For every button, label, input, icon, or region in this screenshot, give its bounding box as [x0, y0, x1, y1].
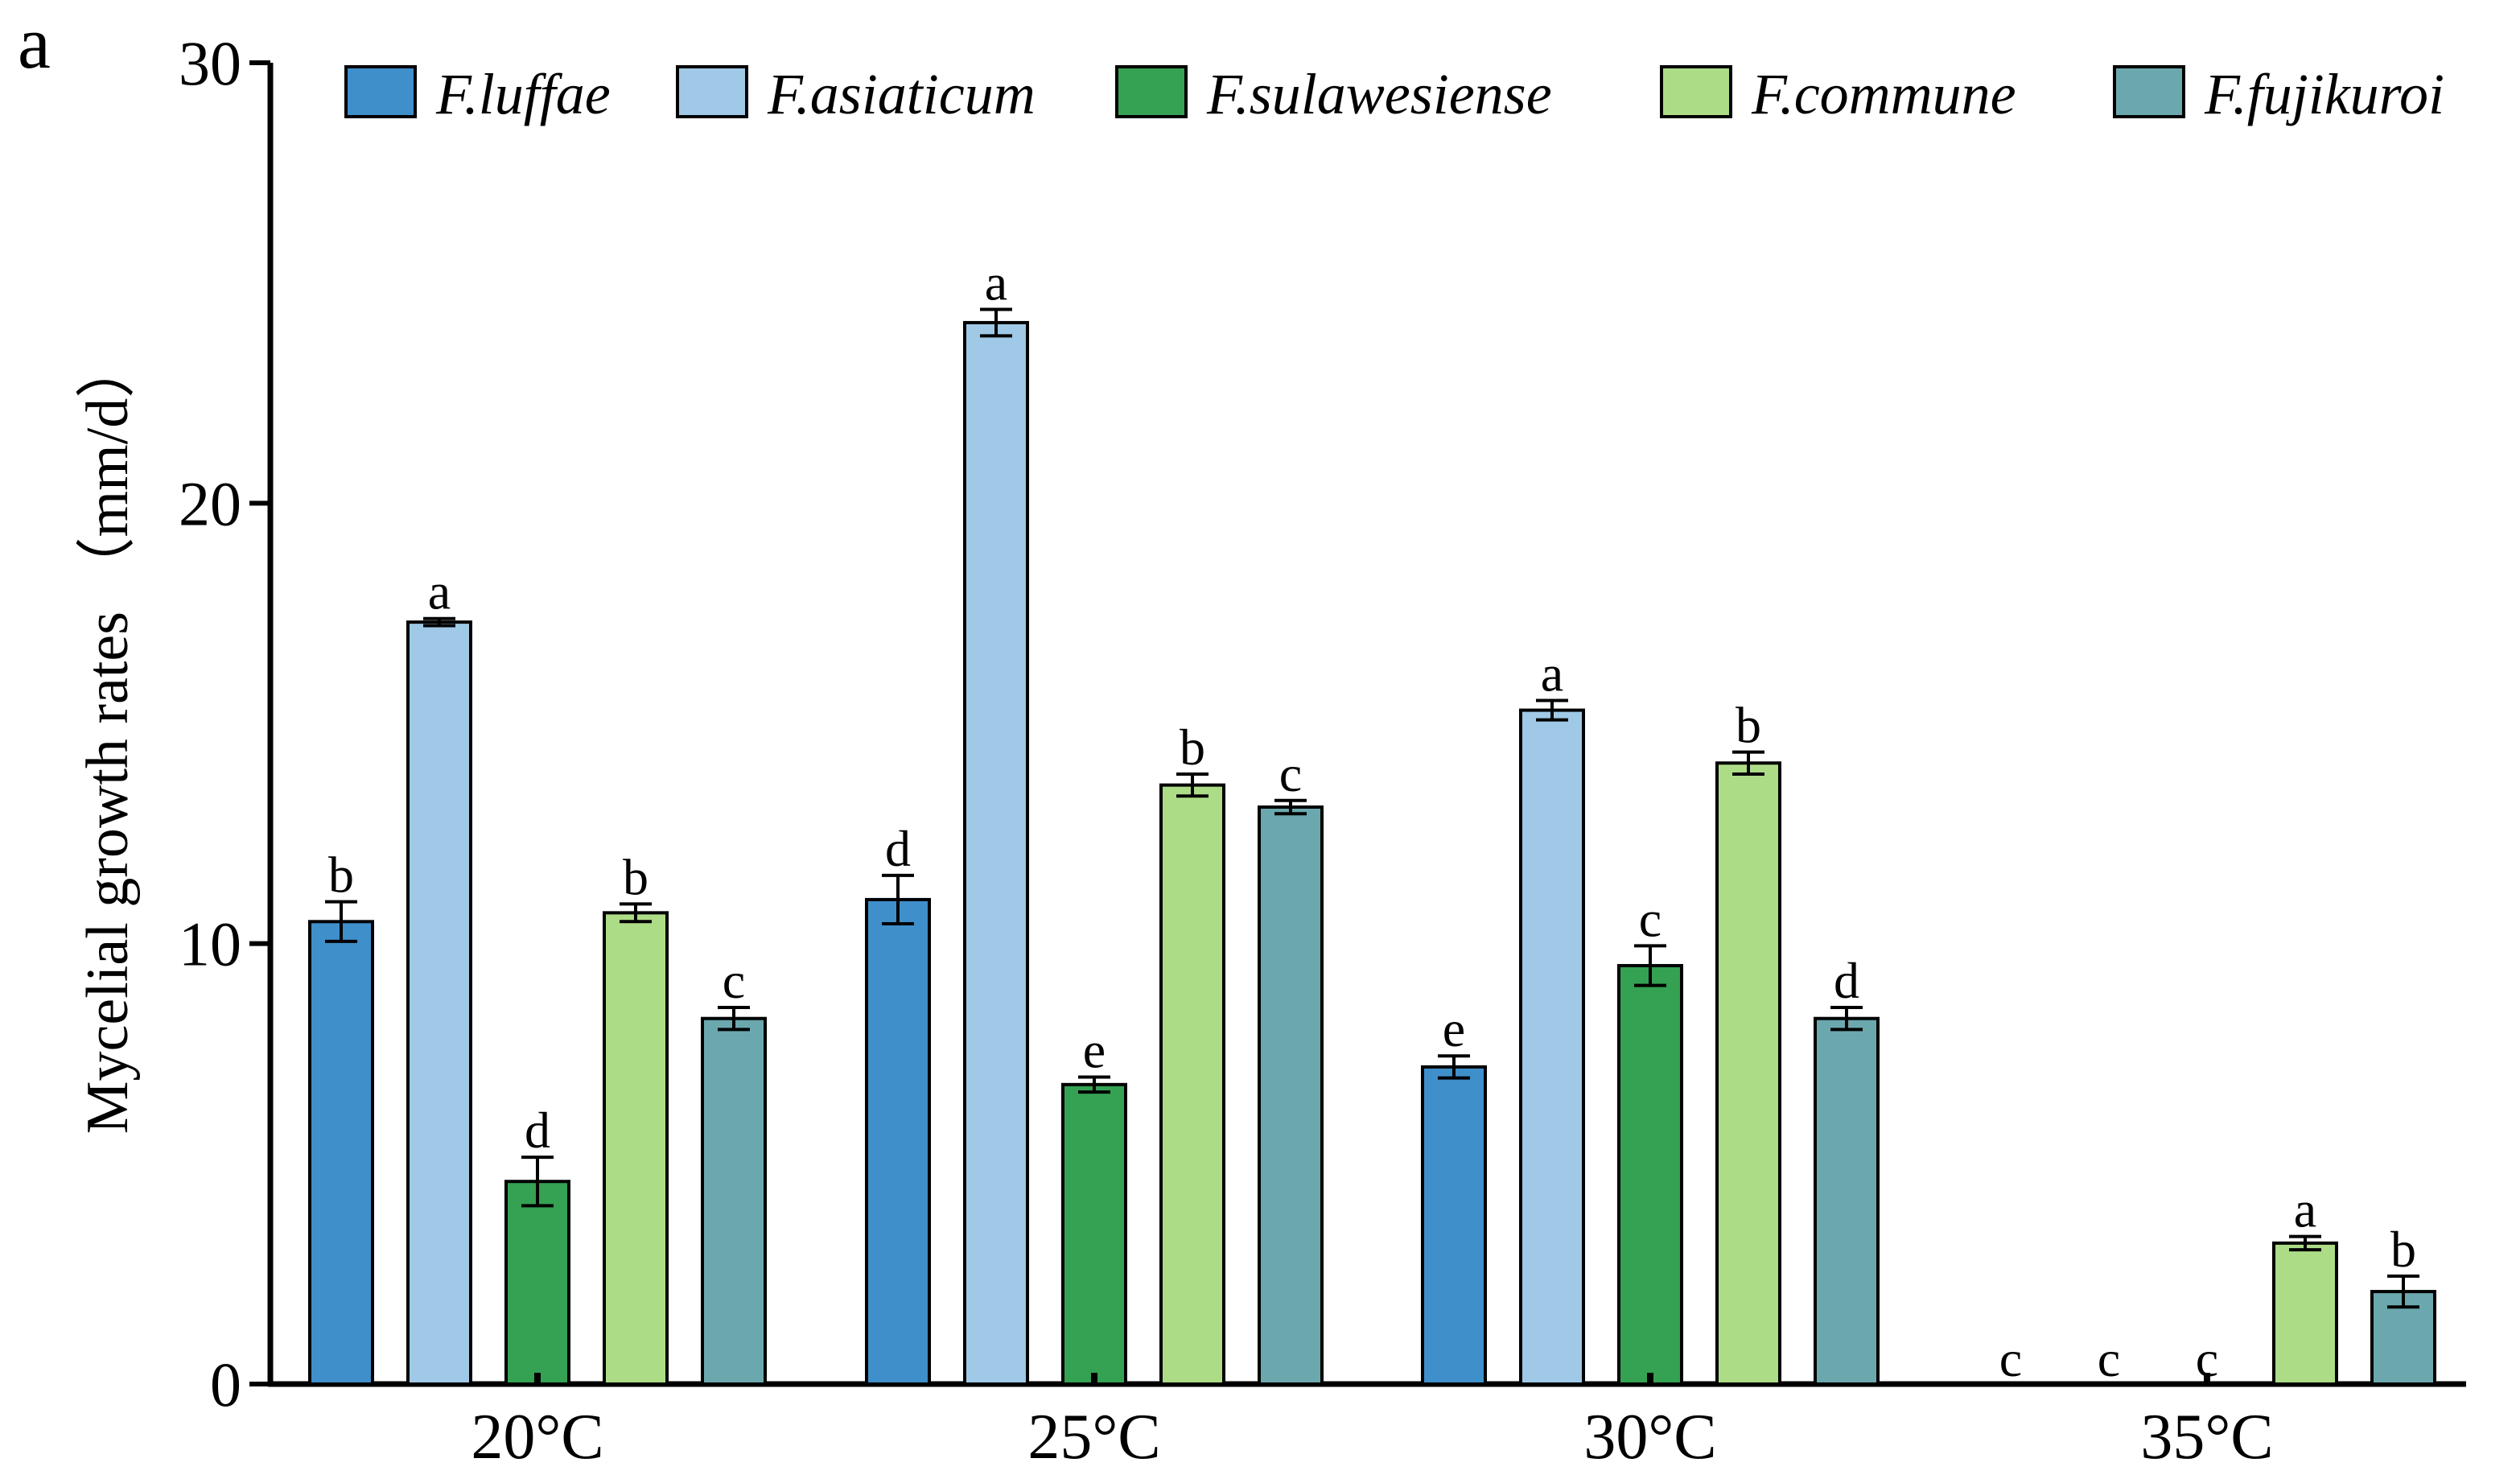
legend-label: F.luffae — [435, 62, 611, 126]
bar — [1814, 1016, 1880, 1386]
significance-label: a — [1541, 645, 1563, 702]
significance-label: d — [525, 1102, 550, 1159]
significance-label: c — [1279, 745, 1302, 802]
legend-label: F.sulawesiense — [1206, 62, 1552, 126]
legend-swatch — [2113, 65, 2185, 118]
legend-swatch — [676, 65, 748, 118]
significance-label: c — [1999, 1330, 2022, 1387]
bar — [1519, 708, 1585, 1386]
legend-label: F.asiaticum — [767, 62, 1036, 126]
legend-swatch — [1115, 65, 1188, 118]
significance-label: a — [2294, 1181, 2316, 1238]
bar — [406, 620, 472, 1386]
bar — [701, 1016, 767, 1386]
x-tick-label: 30°C — [1583, 1402, 1716, 1473]
legend-swatch — [1660, 65, 1732, 118]
y-tick-label: 30 — [179, 28, 241, 98]
y-axis-label: Mycelial growth rates （mm/d） — [75, 339, 141, 1135]
bar — [1061, 1082, 1127, 1386]
significance-label: a — [428, 563, 451, 620]
bar — [963, 320, 1029, 1386]
significance-label: c — [2098, 1330, 2120, 1387]
y-tick-label: 0 — [210, 1349, 241, 1419]
legend: F.luffae F.asiaticum F.sulawesiense F.commu… — [344, 62, 2444, 126]
significance-label: c — [1639, 890, 1661, 947]
x-tick-label: 35°C — [2140, 1402, 2273, 1473]
significance-label: c — [723, 952, 745, 1009]
significance-label: a — [985, 254, 1007, 311]
bar — [865, 897, 931, 1386]
significance-label: b — [328, 847, 354, 904]
significance-label: b — [2390, 1221, 2416, 1278]
significance-label: b — [1736, 697, 1761, 754]
bar — [2272, 1241, 2338, 1386]
bar — [1159, 783, 1225, 1386]
bar — [1258, 805, 1324, 1386]
significance-label: d — [1834, 952, 1859, 1009]
significance-label: e — [1083, 1022, 1106, 1079]
significance-label: d — [885, 820, 911, 877]
bar — [1421, 1065, 1487, 1386]
x-tick-label: 25°C — [1027, 1402, 1160, 1473]
significance-label: b — [1180, 719, 1205, 776]
significance-label: e — [1443, 1000, 1465, 1057]
bar — [603, 911, 669, 1386]
legend-label: F.fujikuroi — [2204, 62, 2444, 126]
y-tick-label: 10 — [179, 909, 241, 979]
legend-swatch — [344, 65, 417, 118]
y-tick-label: 20 — [179, 468, 241, 538]
bar — [308, 920, 374, 1386]
significance-label: b — [623, 848, 649, 905]
bar — [1715, 761, 1781, 1386]
bar — [1617, 964, 1683, 1386]
x-tick-label: 20°C — [471, 1402, 603, 1473]
panel-label: a — [18, 2, 51, 84]
legend-label: F.commune — [1751, 62, 2016, 126]
bar — [504, 1180, 570, 1386]
